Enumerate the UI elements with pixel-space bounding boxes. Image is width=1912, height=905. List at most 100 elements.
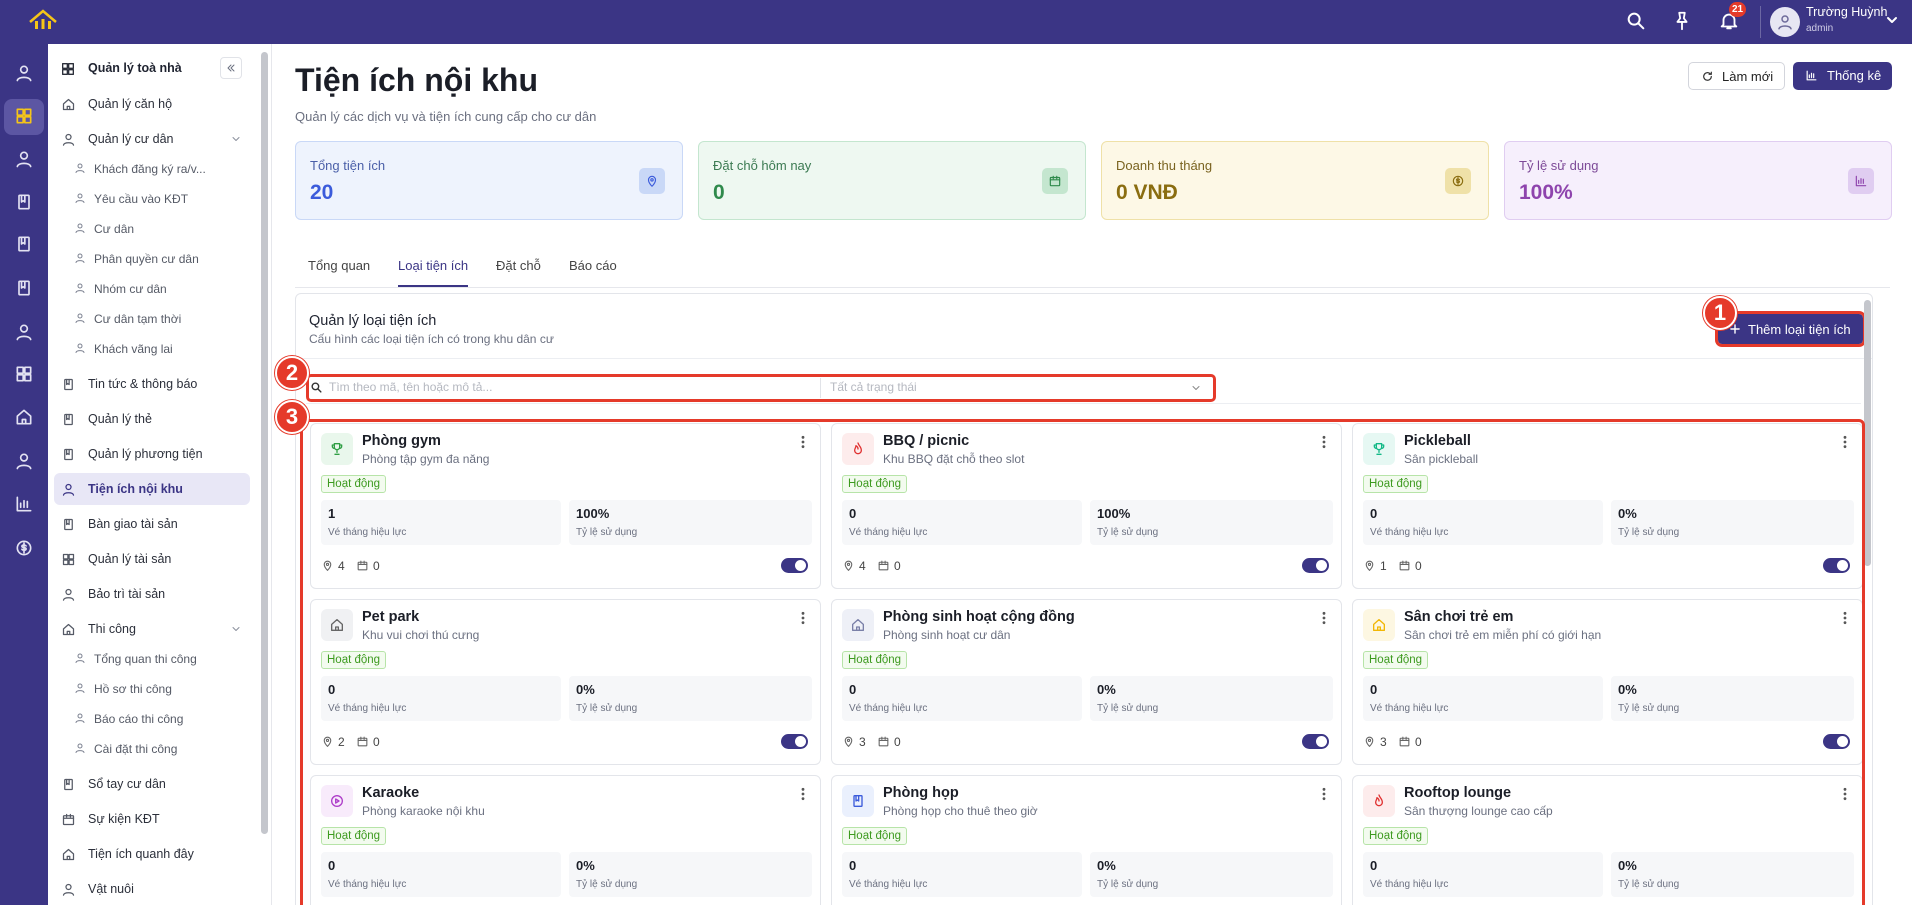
icon-shape — [75, 260, 85, 263]
dots-icon[interactable] — [1316, 434, 1332, 450]
doc-icon[interactable] — [14, 234, 34, 254]
icon-shape — [16, 409, 32, 425]
tack-icon[interactable] — [1671, 10, 1693, 32]
user-icon[interactable] — [14, 63, 34, 83]
usage-label: Tỷ lệ sử dụng — [576, 527, 638, 538]
amenity-card[interactable]: Phòng họp Phòng họp cho thuê theo giờ Hoạt… — [831, 775, 1342, 905]
dots-icon[interactable] — [1837, 434, 1853, 450]
tab[interactable]: Đặt chỗ — [496, 258, 541, 273]
search-icon — [311, 382, 322, 393]
grid-icon[interactable] — [14, 364, 34, 384]
menu-item[interactable]: Quản lý căn hộ — [54, 88, 250, 120]
page-subtitle: Quản lý các dịch vụ và tiện ích cung cấp… — [295, 109, 597, 124]
icon-shape — [77, 283, 83, 289]
add-type-button[interactable]: Thêm loại tiện ích — [1715, 311, 1866, 347]
icon-shape — [1855, 175, 1867, 187]
submenu-item[interactable]: Báo cáo thi công — [74, 705, 250, 733]
dots-icon[interactable] — [1316, 786, 1332, 802]
dots-icon[interactable] — [795, 610, 811, 626]
status-toggle[interactable] — [781, 734, 808, 749]
amenity-card[interactable]: Rooftop lounge Sân thượng lounge cao cấp H… — [1352, 775, 1862, 905]
submenu-item[interactable]: Cài đặt thi công — [74, 735, 250, 763]
icon-shape — [357, 561, 368, 571]
submenu-item[interactable]: Yêu cầu vào KĐT — [74, 185, 250, 213]
amenity-card[interactable]: Karaoke Phòng karaoke nội khu Hoạt động 0 Vé… — [310, 775, 821, 905]
amenity-card[interactable]: Sân chơi trẻ em Sân chơi trẻ em miễn phí … — [1352, 599, 1862, 765]
search-input[interactable]: Tìm theo mã, tên hoặc mô tả... — [310, 378, 821, 398]
menu-item[interactable]: Quản lý cư dân — [54, 123, 250, 155]
usage-label: Tỷ lệ sử dụng — [1618, 879, 1680, 890]
status-toggle[interactable] — [1302, 558, 1329, 573]
menu-item[interactable]: Thi công — [54, 613, 250, 645]
user-icon — [1778, 15, 1792, 30]
icon-shape — [1322, 621, 1326, 625]
tab[interactable]: Báo cáo — [569, 258, 617, 273]
menu-item[interactable]: Quản lý phương tiện — [54, 438, 250, 470]
main-content: Tiện ích nội khu Quản lý các dịch vụ và t… — [272, 44, 1912, 905]
menu-item[interactable]: Sự kiện KĐT — [54, 803, 250, 835]
menu-item[interactable]: Quản lý thẻ — [54, 403, 250, 435]
logo[interactable] — [28, 8, 58, 32]
dots-icon[interactable] — [795, 434, 811, 450]
avatar[interactable] — [1770, 7, 1800, 37]
icon-shape — [1778, 25, 1792, 30]
user-icon[interactable] — [14, 451, 34, 471]
submenu-item[interactable]: Cư dân — [74, 215, 250, 243]
amenity-card[interactable]: BBQ / picnic Khu BBQ đặt chỗ theo slot Hoạ… — [831, 423, 1342, 589]
user-icon[interactable] — [14, 322, 34, 342]
status-toggle[interactable] — [1302, 734, 1329, 749]
menu-item[interactable]: Quản lý tài sản — [54, 543, 250, 575]
amenity-card[interactable]: Phòng gym Phòng tập gym đa năng Hoạt động 1… — [310, 423, 821, 589]
chart-icon[interactable] — [14, 494, 34, 514]
status-toggle[interactable] — [1823, 558, 1850, 573]
submenu-item[interactable]: Phân quyền cư dân — [74, 245, 250, 273]
tab[interactable]: Loại tiện ích — [398, 258, 469, 287]
icon-shape — [357, 737, 368, 747]
menu-item[interactable]: Bàn giao tài sản — [54, 508, 250, 540]
submenu-item[interactable]: Cư dân tạm thời — [74, 305, 250, 333]
menu-item[interactable]: Tiện ích nội khu — [54, 473, 250, 505]
grid-icon[interactable] — [14, 106, 34, 126]
chart-icon — [1855, 175, 1867, 187]
menu-item[interactable]: Tin tức & thông báo — [54, 368, 250, 400]
menu-item[interactable]: Sổ tay cư dân — [54, 768, 250, 800]
money-icon[interactable] — [14, 538, 34, 558]
dots-icon[interactable] — [1837, 786, 1853, 802]
house-icon[interactable] — [14, 407, 34, 427]
dots-icon[interactable] — [1316, 610, 1332, 626]
icon-shape — [357, 736, 368, 741]
refresh-button[interactable]: Làm mới — [1688, 62, 1785, 90]
dots-icon[interactable] — [795, 786, 811, 802]
cal-icon — [357, 736, 368, 747]
tickets-value: 0 — [849, 858, 857, 873]
collapse-button[interactable] — [220, 57, 242, 79]
card-description: Sân thượng lounge cao cấp — [1404, 804, 1553, 818]
amenity-card[interactable]: Pet park Khu vui chơi thú cưng Hoạt động 0 V… — [310, 599, 821, 765]
dots-icon[interactable] — [1837, 610, 1853, 626]
menu-item[interactable]: Bảo trì tài sản — [54, 578, 250, 610]
submenu-item[interactable]: Khách vãng lai — [74, 335, 250, 363]
menu-item[interactable]: Tiện ích quanh đây — [54, 838, 250, 870]
user-icon[interactable] — [14, 149, 34, 169]
amenity-card[interactable]: Phòng sinh hoạt cộng đồng Phòng sinh hoạt… — [831, 599, 1342, 765]
status-select[interactable]: Tất cả trạng thái — [830, 378, 1210, 398]
doc-icon[interactable] — [14, 192, 34, 212]
submenu-item[interactable]: Nhóm cư dân — [74, 275, 250, 303]
cal-icon — [1049, 175, 1061, 187]
icon-shape — [323, 560, 332, 571]
search-icon[interactable] — [1625, 10, 1647, 32]
status-toggle[interactable] — [781, 558, 808, 573]
amenity-card[interactable]: Pickleball Sân pickleball Hoạt động 0 Vé thá… — [1352, 423, 1862, 589]
menu-item[interactable]: Vật nuôi — [54, 873, 250, 905]
tickets-label: Vé tháng hiệu lực — [328, 879, 407, 890]
icon-shape — [801, 435, 805, 439]
icon-shape — [1399, 560, 1410, 565]
stats-button[interactable]: Thống kê — [1793, 62, 1892, 90]
submenu-item[interactable]: Tổng quan thi công — [74, 645, 250, 673]
submenu-item[interactable]: Hồ sơ thi công — [74, 675, 250, 703]
icon-shape — [62, 142, 75, 146]
tab[interactable]: Tổng quan — [308, 258, 371, 273]
doc-icon[interactable] — [14, 278, 34, 298]
submenu-item[interactable]: Khách đăng ký ra/v... — [74, 155, 250, 183]
status-toggle[interactable] — [1823, 734, 1850, 749]
